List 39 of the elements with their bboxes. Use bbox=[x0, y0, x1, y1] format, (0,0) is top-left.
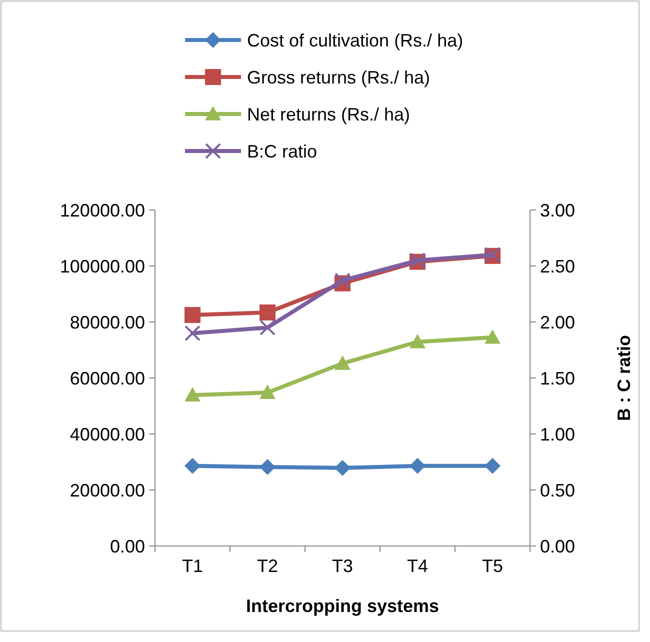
point bbox=[334, 355, 350, 370]
x-tick-label: T1 bbox=[182, 556, 204, 576]
legend-label: Net returns (Rs./ ha) bbox=[247, 104, 410, 124]
x-axis-title: Intercropping systems bbox=[246, 596, 440, 616]
point bbox=[410, 458, 426, 474]
x-tick-label: T3 bbox=[332, 556, 354, 576]
legend-label: B:C ratio bbox=[247, 141, 318, 162]
x-tick-label: T2 bbox=[256, 556, 278, 576]
point bbox=[334, 460, 350, 476]
y-tick-label: 40000.00 bbox=[70, 424, 145, 444]
y-tick-label: 60000.00 bbox=[70, 368, 145, 388]
point bbox=[260, 320, 276, 336]
point bbox=[260, 459, 276, 476]
y-tick-label: 20000.00 bbox=[70, 480, 145, 500]
point bbox=[184, 325, 200, 342]
x-tick-label: T4 bbox=[406, 556, 428, 576]
y2-tick-label: 2.00 bbox=[540, 312, 576, 332]
y-tick-label: 80000.00 bbox=[70, 312, 145, 332]
y2-tick-label: 0.50 bbox=[540, 480, 576, 500]
y2-tick-label: 3.00 bbox=[540, 200, 576, 220]
point bbox=[184, 458, 200, 474]
x-tick-label: T5 bbox=[482, 556, 504, 576]
point bbox=[484, 329, 500, 344]
legend-label: Cost of cultivation (Rs./ ha) bbox=[247, 30, 464, 50]
y-tick-label: 120000.00 bbox=[60, 200, 145, 220]
point bbox=[184, 387, 200, 402]
point bbox=[410, 334, 426, 348]
legend-label: Gross returns (Rs./ ha) bbox=[247, 67, 430, 88]
point bbox=[484, 458, 500, 474]
y2-tick-label: 1.00 bbox=[540, 424, 576, 444]
y2-axis-title: B : C ratio bbox=[614, 334, 634, 422]
y2-tick-label: 2.50 bbox=[540, 256, 576, 276]
y-tick-label: 0.00 bbox=[110, 536, 145, 556]
y2-tick-label: 0.00 bbox=[540, 536, 576, 556]
point bbox=[184, 307, 200, 323]
y-tick-label: 100000.00 bbox=[60, 256, 145, 276]
point bbox=[260, 384, 276, 399]
point bbox=[260, 304, 276, 320]
y2-tick-label: 1.50 bbox=[540, 368, 576, 388]
